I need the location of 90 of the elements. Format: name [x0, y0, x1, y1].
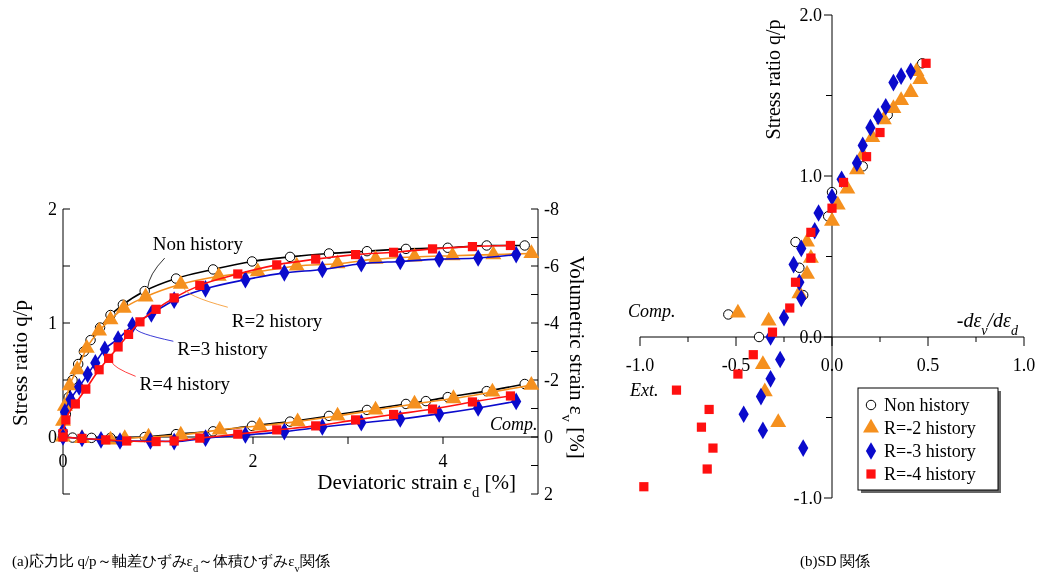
point [702, 464, 712, 474]
legend-label: R=-3 history [884, 441, 976, 461]
y2-tick-label: -4 [544, 313, 559, 333]
point [272, 260, 282, 270]
legend-label: Non history [884, 395, 970, 415]
point [103, 353, 114, 363]
point [284, 251, 296, 263]
point [519, 240, 530, 251]
point [195, 433, 205, 443]
point [753, 331, 765, 343]
y-tick-label: 1 [48, 313, 57, 333]
x-tick-label: 2 [248, 451, 258, 471]
point [311, 421, 321, 431]
point [639, 482, 649, 492]
point [102, 310, 119, 325]
point [671, 385, 682, 395]
point [790, 236, 801, 248]
point [350, 249, 361, 260]
legend-label: R=-2 history [884, 418, 976, 438]
point [523, 244, 540, 259]
point [827, 203, 837, 213]
point [467, 397, 478, 407]
y-tick-label: 1.0 [799, 166, 822, 186]
series-label: R=3 history [177, 338, 269, 360]
text: (b)SD 関係 [800, 553, 871, 570]
point [169, 436, 179, 446]
point [388, 247, 399, 257]
y2-tick-label: 0 [544, 427, 553, 447]
annotation: Ext. [629, 380, 659, 400]
y-tick-label: 2 [48, 199, 57, 219]
point [122, 436, 132, 446]
text: (a)応力比 q/p～軸差ひずみε$_{d}$～体積ひずみε$_{v}$関係 [12, 553, 330, 574]
point [233, 429, 243, 439]
point [350, 415, 361, 425]
annotation: Comp. [490, 414, 538, 434]
point [445, 389, 462, 404]
x-axis-title: -dε$_{v}$/dε$_{d}$ [956, 309, 1019, 338]
point [467, 242, 478, 252]
point [135, 317, 145, 327]
point [151, 436, 161, 447]
x-axis-title: Deviatoric strain ε$_{d}$ [%] [317, 470, 516, 500]
x-tick-label: 1.0 [1012, 355, 1036, 375]
series-label: R=2 history [231, 310, 323, 332]
y-tick-label: 0.0 [799, 327, 822, 347]
point [748, 350, 758, 360]
point [790, 277, 801, 287]
point [875, 127, 885, 138]
x-tick-label: -0.5 [721, 355, 751, 375]
point [311, 254, 321, 264]
point [272, 425, 282, 435]
x-tick-label: 4 [438, 451, 448, 471]
point [123, 329, 134, 340]
y-tick-label: 2.0 [799, 5, 822, 25]
point [427, 404, 438, 414]
point [767, 327, 778, 337]
point [323, 248, 335, 259]
point [246, 256, 258, 267]
y-tick-label: 0 [48, 427, 57, 447]
annotation: Comp. [628, 301, 676, 321]
y-axis-title: Stress ratio q/p [762, 19, 785, 140]
point [785, 303, 795, 313]
point [289, 412, 306, 427]
legend-label: R=-4 history [884, 464, 976, 484]
point [806, 227, 816, 237]
y2-tick-label: -8 [544, 199, 559, 219]
point [861, 152, 872, 162]
y2-tick-label: 2 [544, 484, 553, 504]
y-axis-title: Stress ratio q/p [8, 299, 32, 426]
y2-tick-label: -6 [544, 256, 559, 276]
point [113, 342, 123, 352]
legend-label: R=4 history [139, 373, 231, 395]
point [505, 391, 516, 401]
y-tick-label: -1.0 [793, 488, 822, 508]
point [723, 309, 734, 320]
point [708, 443, 718, 453]
point [81, 384, 91, 394]
x-tick-label: -1.0 [625, 355, 655, 375]
x-tick-label: 0.5 [916, 355, 940, 375]
x-tick-label: 0.0 [820, 355, 844, 375]
point [696, 422, 707, 432]
series-label: Non history [152, 233, 244, 255]
point [505, 240, 516, 251]
point [427, 244, 438, 254]
point [195, 280, 205, 290]
point [233, 269, 243, 279]
point [388, 409, 399, 420]
point [94, 365, 104, 375]
point [921, 58, 931, 68]
y2-tick-label: -2 [544, 370, 559, 390]
point [704, 404, 714, 415]
